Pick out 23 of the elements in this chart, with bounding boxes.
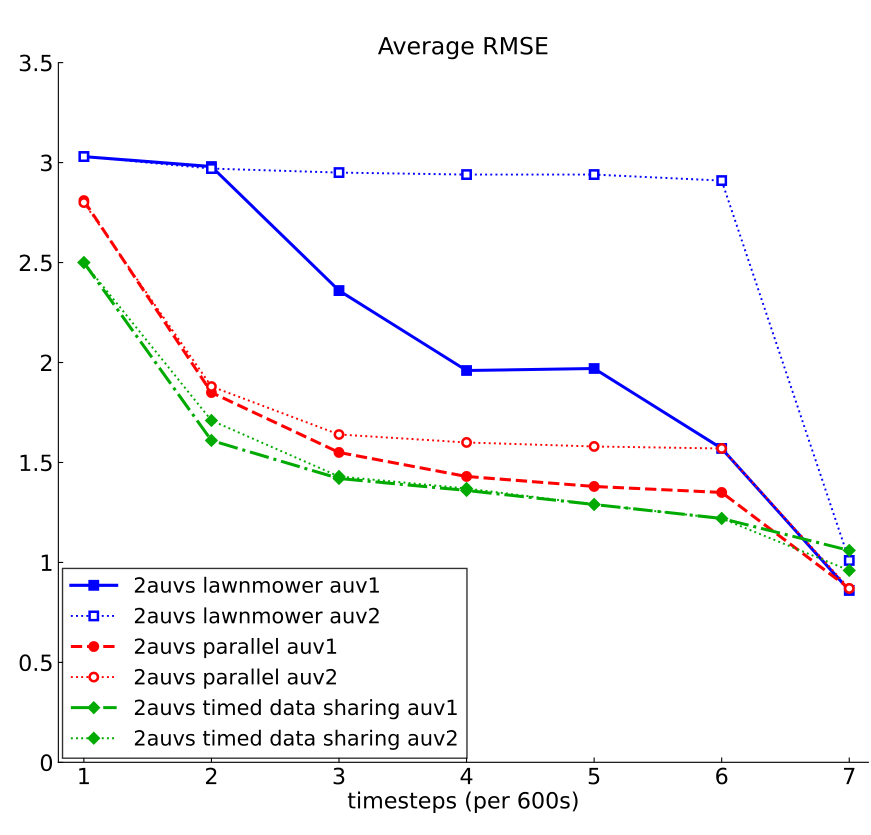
legend-label: 2auvs lawnmower auv2 (134, 607, 379, 624)
legend-label: 2auvs timed data sharing auv2 (134, 730, 457, 750)
x-tick-label: 7 (844, 768, 854, 784)
y-tick-label: 3.5 (20, 54, 52, 72)
y-tick-label: 2 (40, 354, 52, 371)
legend-label: 2auvs parallel auv2 (134, 668, 336, 689)
y-tick-label: 0 (40, 754, 52, 772)
y-tick-label: 1.5 (20, 454, 52, 472)
x-tick-label: 1 (79, 768, 89, 784)
y-tick-label: 0.5 (20, 654, 52, 672)
x-tick-label: 6 (716, 768, 728, 784)
legend-label: 2auvs lawnmower auv1 (134, 576, 379, 593)
x-axis-title: timesteps (per 600s) (348, 792, 578, 814)
x-tick-label: 4 (460, 768, 472, 784)
chart-title: Average RMSE (378, 36, 548, 60)
y-tick-label: 1 (42, 554, 52, 571)
x-tick-label: 2 (206, 768, 216, 784)
x-tick-label: 5 (588, 768, 600, 784)
y-tick-label: 3 (41, 154, 52, 172)
legend-label: 2auvs timed data sharing auv1 (134, 699, 457, 720)
legend-label: 2auvs parallel auv1 (134, 638, 336, 658)
x-tick-label: 3 (334, 768, 344, 784)
y-tick-label: 2.5 (20, 254, 52, 272)
